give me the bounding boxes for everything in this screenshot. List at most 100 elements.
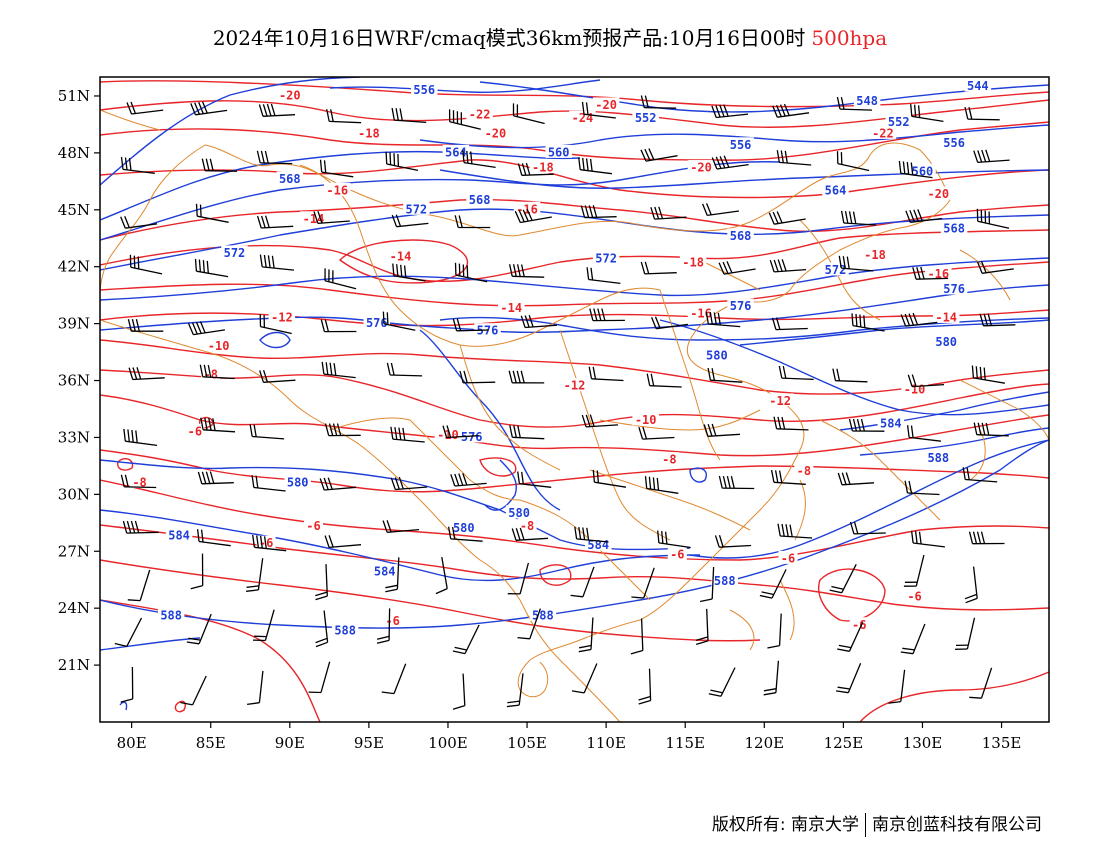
wind-barb-feather [190, 103, 197, 116]
wind-barb-feather [132, 367, 138, 380]
wind-barb-feather [512, 370, 517, 383]
temperature-label-bg [932, 309, 960, 323]
wind-barb-shaft [644, 106, 677, 109]
wind-barb-feather [968, 531, 974, 544]
temperature-label-bg [687, 160, 715, 174]
wind-barb-shaft [706, 608, 709, 641]
wind-barb-feather [515, 528, 521, 541]
wind-barb-shaft [852, 324, 885, 332]
temperature-label-bg [687, 306, 715, 320]
temperature-label-bg [667, 547, 687, 561]
temperature-label: -16 [927, 267, 949, 281]
height-label-bg [221, 245, 248, 259]
wind-barb-shaft [125, 223, 158, 229]
wind-barb-feather [578, 648, 592, 653]
wind-barb-feather [586, 527, 590, 541]
wind-barb-feather [775, 104, 782, 117]
lon-tick-label: 85E [196, 734, 226, 752]
wind-barb-feather [910, 425, 914, 438]
wind-barb-feather [196, 529, 200, 542]
temperature-label-bg [778, 550, 798, 564]
height-label-bg [885, 114, 912, 128]
height-label-bg [940, 281, 968, 295]
wind-barb-feather [466, 265, 469, 278]
wind-barb-feather [578, 644, 592, 649]
temperature-label: -14 [500, 301, 522, 315]
wind-barb-feather [256, 215, 262, 229]
wind-barb-feather [190, 584, 203, 590]
lon-tick-label: 80E [117, 734, 147, 752]
height-label: 584 [880, 417, 902, 431]
wind-barb-feather [592, 205, 598, 218]
wind-barb-feather [508, 370, 513, 383]
wind-barb-feather [836, 368, 841, 382]
wind-barb-feather [399, 108, 403, 121]
wind-barb-feather [513, 425, 517, 438]
temperature-label: -6 [852, 618, 866, 632]
height-label-bg [450, 520, 478, 534]
wind-barb-feather [180, 701, 193, 706]
wind-barb-feather [711, 423, 717, 436]
wind-barb-feather [187, 322, 194, 335]
wind-barb-feather [860, 418, 866, 432]
wind-barb-feather [131, 429, 134, 443]
wind-barb-feather [395, 108, 399, 121]
wind-barb-feather [836, 96, 841, 110]
wind-barb-feather [452, 318, 458, 331]
wind-barb-feather [134, 520, 140, 533]
wind-barb-feather [910, 162, 914, 175]
temperature-label: -6 [670, 548, 684, 562]
wind-barb-feather [711, 157, 718, 170]
wind-barb-shaft [122, 168, 155, 174]
lon-tick-label: 95E [354, 734, 384, 752]
wind-barb-feather [186, 641, 200, 645]
lat-tick-label: 36N [58, 372, 90, 390]
wind-barb-feather [638, 695, 651, 701]
wind-barb-feather [313, 211, 319, 224]
wind-barb-feather [581, 414, 587, 428]
wind-barb-feather [205, 158, 210, 171]
temperature-label-bg [861, 247, 889, 261]
longitude-axis: 80E 85E 90E 95E 100E 105E 110E 115E 120E 125E 130E… [117, 722, 1021, 752]
wind-barb-feather [650, 207, 656, 220]
temperature-label-bg [355, 125, 383, 139]
wind-barb-feather [126, 520, 132, 534]
wind-barb-feather [851, 313, 854, 326]
height-label: 576 [730, 299, 752, 313]
wind-barb-feather [592, 469, 596, 483]
wind-barb-feather [271, 255, 275, 269]
temperature-label-bg [276, 87, 304, 101]
wind-barb-shaft [640, 618, 644, 651]
wind-barb-feather [206, 260, 209, 274]
latitude-axis: 51N 48N 45N 42N 39N 36N 33N 30N 27N 24N 21N [58, 87, 100, 674]
wind-barb-shaft [125, 440, 158, 447]
wind-barb-feather [198, 102, 204, 114]
wind-barb-feather [395, 214, 402, 227]
height-label: 564 [825, 183, 847, 197]
wind-barb-shaft [512, 436, 545, 440]
wind-barb-shaft [262, 266, 295, 271]
wind-barb-feather [719, 156, 726, 169]
height-label: 584 [168, 529, 190, 543]
wind-barb-shaft [843, 222, 876, 226]
wind-barb-feather [581, 101, 585, 115]
wind-barb-shaft [329, 120, 362, 124]
height-label: 544 [967, 79, 989, 93]
wind-barb-shaft [912, 383, 945, 388]
wind-barb-feather [584, 205, 590, 218]
wind-barb-feather [528, 314, 534, 328]
wind-barb-shaft [910, 217, 943, 224]
wind-barb-feather [520, 370, 525, 383]
wind-barb-shaft [707, 210, 739, 217]
wind-barb-feather [512, 264, 517, 277]
wind-barb-shaft [324, 486, 357, 491]
wind-barb-feather [966, 467, 970, 480]
wind-barb-shaft [576, 538, 609, 543]
wind-barb-shaft [329, 544, 362, 549]
wind-barb-feather [589, 308, 594, 321]
wind-barb-feather [914, 531, 918, 544]
height-label: 572 [825, 263, 847, 277]
wind-barb-feather [761, 591, 774, 596]
wind-barb-feather [391, 214, 398, 227]
wind-barb-feather [259, 254, 263, 267]
